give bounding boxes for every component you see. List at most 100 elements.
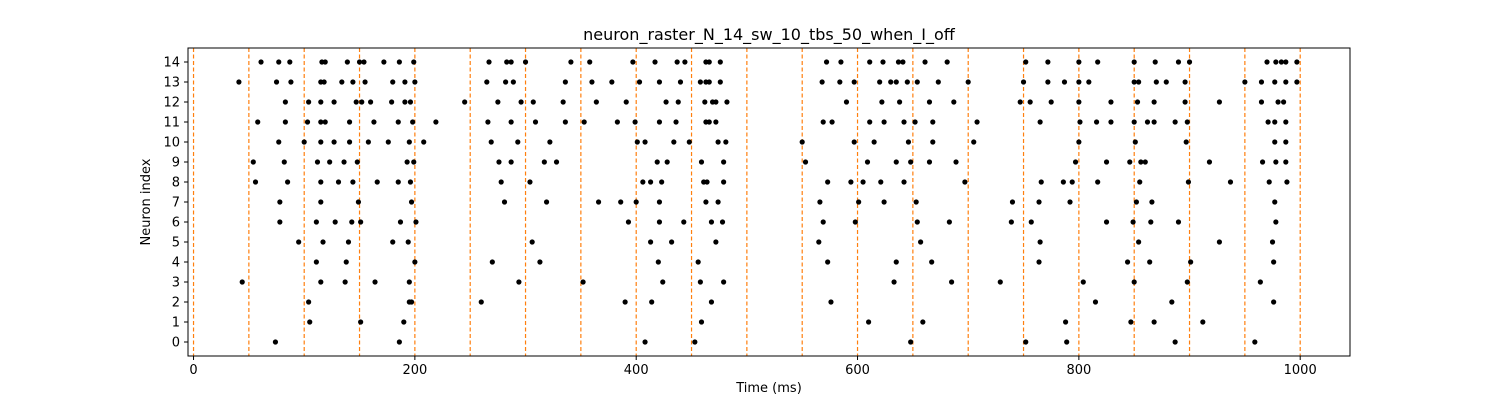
spike-point: [1076, 139, 1082, 145]
spike-point: [356, 59, 363, 65]
spike-point: [541, 159, 547, 165]
spike-point: [1151, 99, 1157, 105]
spike-point: [1086, 79, 1092, 85]
spike-point: [852, 219, 858, 225]
spike-point: [669, 239, 675, 245]
spike-point: [930, 119, 936, 125]
spike-point: [411, 59, 417, 65]
spike-point: [609, 79, 615, 85]
spike-point: [1148, 219, 1154, 225]
y-tick-label: 2: [172, 296, 180, 311]
spike-point: [1130, 219, 1136, 225]
spike-point: [529, 239, 535, 245]
spike-point: [318, 119, 324, 125]
spike-point: [655, 259, 661, 265]
spike-point: [1185, 179, 1192, 185]
spike-point: [893, 159, 899, 165]
spike-point: [346, 119, 353, 125]
spike-point: [374, 179, 380, 185]
y-tick-label: 0: [172, 336, 180, 351]
spike-point: [997, 279, 1003, 285]
spike-point: [926, 99, 933, 105]
spike-point: [704, 179, 710, 185]
spike-point: [589, 79, 595, 85]
spike-point: [867, 59, 873, 65]
spike-point: [867, 119, 873, 125]
spike-point: [1069, 179, 1075, 185]
spike-point: [614, 119, 620, 125]
y-tick-label: 14: [163, 56, 180, 71]
spike-point: [930, 139, 936, 145]
spike-point: [1060, 179, 1066, 185]
spike-point: [1037, 119, 1043, 125]
spike-point: [1172, 339, 1178, 345]
spike-point: [1103, 219, 1110, 225]
spike-point: [908, 159, 914, 165]
spike-point: [1200, 319, 1206, 325]
spike-point: [368, 99, 374, 105]
spike-point: [408, 299, 415, 305]
spike-point: [255, 119, 261, 125]
spike-point: [1131, 279, 1137, 285]
spike-point: [522, 59, 529, 65]
spike-point: [406, 139, 412, 145]
spike-point: [1127, 159, 1133, 165]
spike-point: [1182, 79, 1188, 85]
x-tick-label: 400: [624, 363, 649, 378]
spike-point: [1216, 239, 1223, 245]
spike-point: [410, 119, 416, 125]
spike-point: [411, 159, 417, 165]
spike-point: [828, 299, 834, 305]
spike-point: [341, 159, 347, 165]
spike-point: [353, 99, 359, 105]
spike-point: [971, 139, 977, 145]
spike-point: [532, 119, 539, 125]
spike-point: [277, 219, 283, 225]
spike-point: [1172, 119, 1178, 125]
spike-point: [625, 219, 632, 225]
spike-point: [1077, 119, 1083, 125]
spike-point: [866, 319, 872, 325]
spike-point: [272, 339, 279, 345]
spike-point: [702, 99, 708, 105]
spike-point: [623, 99, 629, 105]
spike-point: [698, 159, 705, 165]
spike-point: [304, 119, 311, 125]
spike-point: [1136, 79, 1142, 85]
spike-point: [318, 199, 324, 205]
spike-point: [358, 319, 364, 325]
spike-point: [706, 59, 712, 65]
spike-point: [674, 59, 680, 65]
spike-point: [562, 79, 568, 85]
spike-point: [408, 199, 415, 205]
spike-point: [277, 199, 283, 205]
spike-point: [486, 59, 492, 65]
spike-point: [823, 59, 830, 65]
spike-point: [848, 179, 854, 185]
spike-point: [715, 199, 721, 205]
spike-point: [1131, 59, 1137, 65]
spike-point: [389, 99, 395, 105]
spike-point: [914, 79, 920, 85]
spike-point: [1283, 139, 1289, 145]
spike-point: [838, 59, 844, 65]
spike-point: [405, 239, 411, 245]
spike-point: [485, 119, 491, 125]
spike-point: [1017, 99, 1023, 105]
spike-point: [721, 179, 727, 185]
spike-point: [489, 259, 495, 265]
spike-point: [717, 59, 723, 65]
spike-point: [1045, 79, 1051, 85]
spike-point: [871, 139, 877, 145]
spike-point: [905, 139, 912, 145]
spike-point: [508, 159, 514, 165]
spike-point: [825, 259, 831, 265]
spike-point: [1271, 299, 1277, 305]
spike-point: [349, 219, 355, 225]
spike-point: [306, 99, 312, 105]
spike-point: [503, 79, 509, 85]
spike-point: [402, 99, 408, 105]
spike-point: [946, 219, 952, 225]
spike-point: [345, 239, 352, 245]
